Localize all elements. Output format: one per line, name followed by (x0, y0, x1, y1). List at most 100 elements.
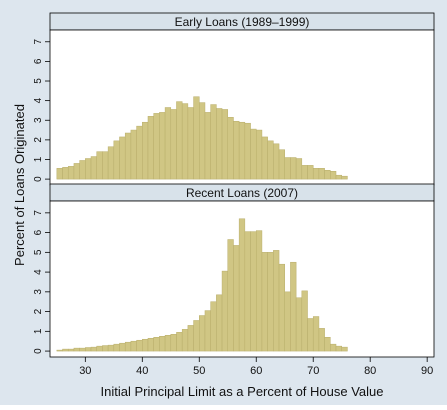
histogram-bar (124, 132, 132, 180)
histogram-bar (307, 318, 314, 352)
y-tick-label: 5 (33, 78, 44, 84)
y-tick-label: 2 (33, 137, 44, 143)
histogram-bar (295, 158, 303, 180)
histogram-bar (85, 347, 92, 352)
y-tick-label: 1 (33, 328, 44, 334)
histogram-bar (216, 294, 223, 352)
histogram-bar (159, 336, 166, 352)
histogram-bar (204, 310, 211, 352)
histogram-bar (124, 341, 132, 352)
histogram-bar (261, 252, 268, 352)
histogram-bar (261, 136, 268, 180)
histogram-bar (136, 339, 143, 352)
histogram-bar (295, 297, 303, 352)
histogram-bar (176, 101, 183, 180)
histogram-bar (170, 334, 177, 352)
histogram-bar (96, 151, 103, 180)
histogram-bar (312, 168, 320, 180)
histogram-bar (204, 112, 211, 180)
y-tick-label: 6 (33, 58, 44, 64)
histogram-bar (73, 163, 80, 180)
histogram-bar (181, 103, 189, 180)
histogram-bar (330, 171, 337, 180)
histogram-bar (187, 325, 194, 352)
y-axis: 0 1 2 3 4 5 6 7 (33, 39, 50, 182)
bars-group (56, 96, 348, 180)
histogram-bar (142, 338, 149, 352)
histogram-bar (113, 140, 120, 180)
y-tick-label: 1 (33, 156, 44, 162)
histogram-bar (102, 151, 109, 180)
histogram-bar (147, 337, 154, 352)
histogram-bar (119, 342, 126, 352)
x-tick-label: 30 (79, 365, 91, 377)
histogram-bar (324, 337, 331, 352)
histogram-bar (67, 348, 75, 352)
histogram-bar (278, 149, 285, 180)
histogram-bar (90, 156, 97, 180)
histogram-bar (273, 250, 280, 352)
histogram-bar (90, 346, 97, 352)
histogram-bar (210, 301, 217, 352)
histogram-bar (210, 104, 217, 180)
histogram-bar (130, 340, 137, 352)
histogram-bar (290, 261, 297, 352)
histogram-bar (307, 165, 314, 180)
histogram-bar (73, 347, 80, 352)
histogram-bar (301, 165, 308, 180)
histogram-bar (62, 348, 69, 352)
histogram-bar (312, 316, 320, 352)
x-tick-label: 70 (307, 365, 319, 377)
y-tick-label: 7 (33, 210, 44, 216)
y-tick-label: 6 (33, 229, 44, 235)
histogram-bar (193, 96, 200, 180)
panel-recent-loans: Recent Loans (2007) 0 1 2 3 4 5 6 7 (33, 183, 435, 358)
histogram-bar (107, 146, 115, 180)
histogram-bar (221, 270, 229, 352)
histogram-bar (193, 320, 200, 352)
x-tick-label: 40 (136, 365, 148, 377)
histogram-bar (67, 166, 75, 180)
histogram-bar (142, 121, 149, 180)
histogram-bar (164, 335, 172, 352)
x-tick-label: 60 (250, 365, 262, 377)
histogram-bar (147, 116, 154, 180)
histogram-bar (244, 231, 251, 352)
histogram-bar (199, 315, 206, 352)
histogram-bar (216, 108, 223, 180)
histogram-bar (233, 120, 240, 180)
histogram-bar (113, 343, 120, 352)
histogram-bar (335, 174, 342, 180)
histogram-bar (170, 109, 177, 180)
y-tick-label: 0 (33, 176, 44, 182)
bars-group (56, 218, 348, 352)
histogram-bar (85, 158, 92, 180)
histogram-bar (176, 332, 183, 352)
histogram-bar (341, 346, 348, 352)
y-tick-label: 2 (33, 308, 44, 314)
histogram-bar (164, 107, 172, 180)
histogram-bar (227, 239, 234, 352)
histogram-bar (330, 343, 337, 352)
histogram-bar (255, 230, 263, 352)
histogram-bar (301, 290, 308, 352)
y-tick-label: 0 (33, 348, 44, 354)
histogram-bar (284, 157, 291, 180)
histogram-bar (79, 160, 86, 180)
histogram-bar (153, 337, 160, 352)
histogram-bar (284, 291, 291, 352)
histogram-bar (56, 168, 63, 180)
histogram-bar (244, 122, 251, 180)
histogram-bar (130, 129, 137, 180)
histogram-bar (187, 107, 194, 180)
histogram-bar (318, 168, 325, 180)
histogram-bar (153, 113, 160, 180)
y-tick-label: 4 (33, 269, 44, 275)
histogram-bar (56, 349, 63, 352)
x-tick-label: 80 (364, 365, 376, 377)
y-tick-label: 3 (33, 117, 44, 123)
histogram-bar (238, 218, 246, 352)
histogram-bar (238, 121, 246, 180)
x-axis-label: Initial Principal Limit as a Percent of … (100, 384, 383, 399)
